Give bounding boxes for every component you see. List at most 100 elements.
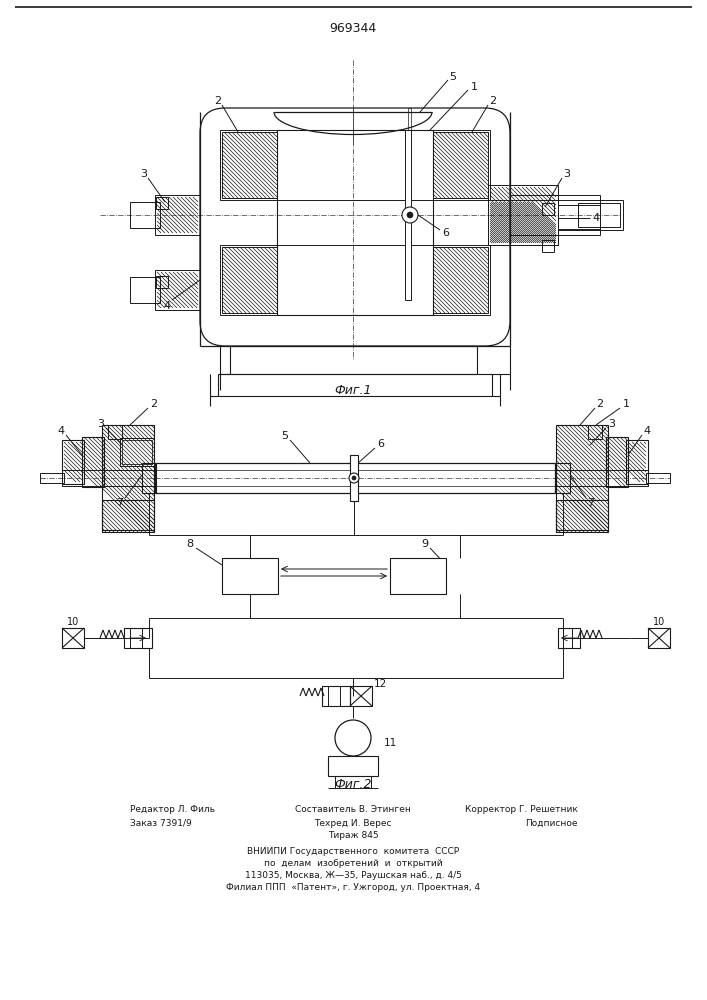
Bar (130, 202, 160, 228)
Text: 9: 9 (415, 571, 421, 581)
Bar (156, 276, 168, 288)
Bar (155, 195, 200, 235)
Text: 8: 8 (247, 571, 253, 581)
Text: 12: 12 (373, 679, 387, 689)
Text: ВНИИПИ Государственного  комитета  СССР: ВНИИПИ Государственного комитета СССР (247, 846, 459, 856)
Text: 6: 6 (378, 439, 385, 449)
Bar (556, 425, 608, 530)
Text: Тираж 845: Тираж 845 (327, 832, 378, 840)
Bar (328, 756, 378, 776)
Text: 6: 6 (443, 228, 450, 238)
Bar (556, 500, 608, 532)
Text: Фиг.2: Фиг.2 (334, 778, 372, 792)
Bar (578, 203, 620, 227)
Bar (218, 374, 492, 396)
Bar (542, 203, 554, 215)
Bar (542, 240, 554, 252)
Text: 9: 9 (421, 539, 428, 549)
Circle shape (349, 473, 359, 483)
Text: 1: 1 (622, 399, 629, 409)
Bar (104, 470, 156, 486)
Bar (220, 130, 490, 200)
Circle shape (335, 720, 371, 756)
Circle shape (352, 476, 356, 480)
Text: 4: 4 (57, 426, 64, 436)
Bar (277, 130, 433, 315)
Bar (648, 628, 670, 648)
Text: 969344: 969344 (329, 21, 377, 34)
Text: Составитель В. Этинген: Составитель В. Этинген (295, 806, 411, 814)
Bar (510, 195, 600, 235)
Bar (222, 558, 278, 594)
Bar (588, 425, 602, 439)
Circle shape (402, 207, 418, 223)
Text: 3: 3 (563, 169, 571, 179)
Bar (558, 205, 600, 229)
Bar (556, 463, 570, 493)
Bar (155, 270, 200, 310)
Bar (408, 108, 411, 130)
Bar (626, 440, 648, 484)
Bar (120, 438, 154, 466)
Bar (558, 628, 580, 648)
Text: Корректор Г. Решетник: Корректор Г. Решетник (465, 806, 578, 814)
Bar (108, 425, 122, 439)
Text: Подписное: Подписное (525, 818, 578, 828)
Bar (102, 500, 154, 532)
Text: 4: 4 (592, 213, 600, 223)
Bar (222, 247, 277, 313)
Bar (222, 132, 277, 198)
Bar (62, 470, 104, 486)
Bar (40, 473, 64, 483)
Text: 2: 2 (597, 399, 604, 409)
Text: 7: 7 (588, 498, 595, 508)
Bar (405, 130, 411, 300)
Bar (556, 470, 608, 486)
Text: 3: 3 (141, 169, 148, 179)
Bar (230, 346, 477, 374)
Text: 2: 2 (214, 96, 221, 106)
Bar (350, 455, 358, 501)
Bar (390, 558, 446, 594)
Bar (156, 197, 168, 209)
Text: Заказ 7391/9: Заказ 7391/9 (130, 818, 192, 828)
Text: 2: 2 (489, 96, 496, 106)
Bar (220, 245, 490, 315)
Text: 5: 5 (450, 72, 457, 82)
Text: 11: 11 (383, 738, 397, 748)
Bar (433, 247, 488, 313)
Bar (102, 425, 154, 530)
Text: 3: 3 (609, 419, 616, 429)
Bar (62, 440, 84, 484)
Bar (142, 463, 156, 493)
Bar (606, 470, 648, 486)
Text: 5: 5 (281, 431, 288, 441)
Bar (350, 686, 372, 706)
Bar (130, 277, 160, 303)
Bar (433, 132, 488, 198)
Bar (488, 200, 558, 245)
Text: Техред И. Верес: Техред И. Верес (314, 818, 392, 828)
Text: 4: 4 (643, 426, 650, 436)
Bar (82, 437, 104, 487)
Bar (606, 437, 628, 487)
Bar (122, 440, 152, 464)
Text: 7: 7 (117, 498, 124, 508)
Bar (322, 686, 350, 706)
Text: по  делам  изобретений  и  открытий: по делам изобретений и открытий (264, 858, 443, 867)
Bar (124, 628, 152, 648)
Text: 4: 4 (163, 301, 170, 311)
Text: 113035, Москва, Ж—35, Раушская наб., д. 4/5: 113035, Москва, Ж—35, Раушская наб., д. … (245, 870, 462, 880)
Bar (488, 185, 558, 245)
Bar (558, 200, 623, 230)
Bar (155, 463, 555, 493)
Bar (62, 628, 84, 648)
Text: Филиал ППП  «Патент», г. Ужгород, ул. Проектная, 4: Филиал ППП «Патент», г. Ужгород, ул. Про… (226, 882, 480, 892)
Text: 1: 1 (470, 82, 477, 92)
Text: 10: 10 (653, 617, 665, 627)
Text: Редактор Л. Филь: Редактор Л. Филь (130, 806, 215, 814)
Text: 3: 3 (98, 419, 105, 429)
Text: 2: 2 (151, 399, 158, 409)
Text: 10: 10 (67, 617, 79, 627)
Bar (646, 473, 670, 483)
